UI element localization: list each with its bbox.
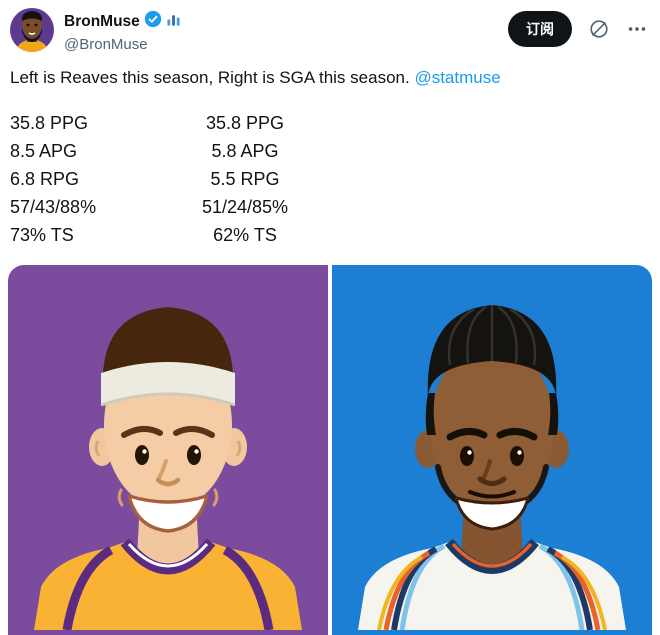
media-left-reaves: [8, 265, 328, 635]
stat-left-apg: 8.5 APG: [10, 141, 78, 161]
stat-right-ts: 62% TS: [213, 225, 277, 245]
media-right-sga: [332, 265, 652, 635]
stat-right-splits: 51/24/85%: [201, 197, 289, 217]
stat-right-ppg: 35.8 PPG: [205, 113, 285, 133]
tweet-text: Left is Reaves this season, Right is SGA…: [10, 68, 410, 87]
stat-left-ts: 73% TS: [10, 225, 74, 245]
stat-left-rpg: 6.8 RPG: [10, 169, 80, 189]
stat-left-ppg: 35.8 PPG: [10, 113, 89, 133]
tweet-media[interactable]: [8, 265, 652, 635]
stats-block: 35.8 PPG 35.8 PPG 8.5 APG 5.8 APG 6.8 RP…: [0, 89, 660, 249]
tweet-header: BronMuse @BronMuse 订阅: [0, 0, 660, 53]
grok-slash-icon[interactable]: [588, 18, 610, 40]
more-ellipsis-icon[interactable]: [626, 18, 648, 40]
stat-right-apg: 5.8 APG: [211, 141, 279, 161]
bar-chart-icon: [166, 12, 181, 32]
tweet-body: Left is Reaves this season, Right is SGA…: [0, 53, 660, 89]
stat-left-splits: 57/43/88%: [10, 197, 97, 217]
header-actions: 订阅: [508, 8, 648, 47]
subscribe-button[interactable]: 订阅: [508, 11, 572, 47]
reaves-cartoon: [34, 307, 302, 630]
stat-row-ts: 73% TS 62% TS: [10, 221, 650, 249]
statmuse-mention-link[interactable]: @statmuse: [414, 68, 501, 87]
stat-row-rpg: 6.8 RPG 5.5 RPG: [10, 165, 650, 193]
avatar-cartoon-lebron: [10, 8, 54, 52]
stat-row-apg: 8.5 APG 5.8 APG: [10, 137, 650, 165]
stat-row-ppg: 35.8 PPG 35.8 PPG: [10, 109, 650, 137]
verified-badge-icon: [144, 10, 162, 33]
stat-row-splits: 57/43/88% 51/24/85%: [10, 193, 650, 221]
stat-right-rpg: 5.5 RPG: [210, 169, 280, 189]
display-name[interactable]: BronMuse: [64, 12, 140, 30]
author-handle: @BronMuse: [64, 36, 148, 53]
sga-cartoon: [358, 305, 626, 630]
avatar[interactable]: [10, 8, 54, 52]
author-names: BronMuse @BronMuse: [64, 8, 181, 53]
